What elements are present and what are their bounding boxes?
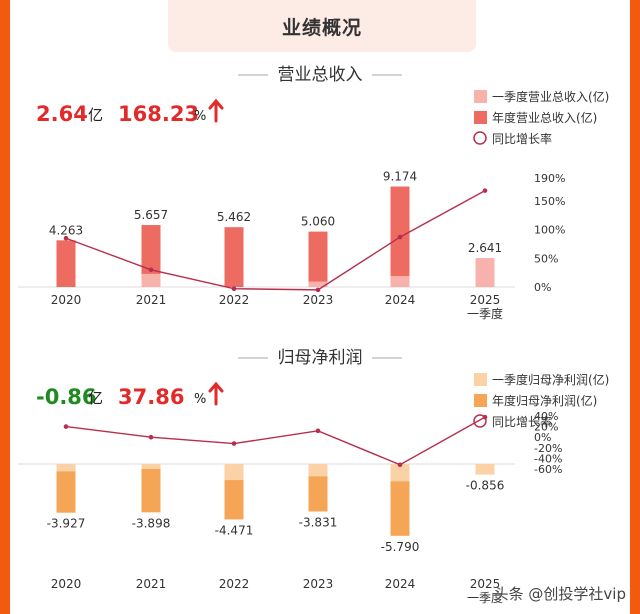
growth-point [482, 414, 488, 420]
data-label: -5.790 [381, 540, 420, 554]
right-axis-tick: 40% [534, 410, 558, 423]
bar-annual [390, 464, 410, 536]
category-label: 2023 [303, 577, 334, 591]
legend-swatch-q1 [474, 373, 487, 386]
category-label: 2022 [219, 293, 250, 307]
bar-q1 [224, 464, 244, 481]
bar-q1 [141, 273, 161, 287]
category-label: 2025 [470, 293, 501, 307]
chart-title: 归母净利润 [278, 348, 363, 368]
right-axis-tick: 150% [534, 195, 565, 208]
category-label: 2022 [219, 577, 250, 591]
growth-point [231, 441, 237, 446]
legend-label-q1: 一季度归母净利润(亿) [492, 372, 609, 387]
legend-marker-growth [473, 131, 487, 145]
bar-q1 [390, 464, 410, 482]
up-arrow-icon [208, 381, 224, 406]
category-label: 2024 [385, 293, 416, 307]
summary-value: -0.86 [36, 385, 97, 409]
right-axis-tick: 0% [534, 281, 551, 294]
bar-annual [141, 464, 161, 513]
right-axis-tick: 20% [534, 421, 558, 434]
category-label: 2020 [51, 577, 82, 591]
bar-annual [308, 231, 328, 287]
legend-label-year: 年度归母净利润(亿) [492, 393, 597, 408]
up-arrow-icon [208, 98, 224, 123]
summary-growth: 37.86 [118, 385, 184, 409]
bar-q1 [56, 464, 76, 472]
data-label: 5.462 [217, 210, 251, 224]
bar-annual [56, 464, 76, 513]
data-label: -3.927 [47, 517, 86, 531]
growth-line [65, 190, 486, 291]
growth-point [482, 188, 488, 193]
page-title: 业绩概况 [281, 17, 362, 39]
growth-point [63, 235, 69, 241]
watermark: 头条 @创投学社vip [493, 585, 626, 603]
data-label: 5.657 [134, 208, 168, 222]
bar-q1 [475, 258, 495, 287]
header-banner: 业绩概况 [168, 0, 476, 52]
bar-annual [224, 227, 244, 287]
bar-q1 [141, 464, 161, 469]
growth-point [397, 234, 403, 240]
growth-point [148, 434, 154, 440]
data-label: 2.641 [468, 241, 502, 255]
category-sublabel: 一季度 [467, 590, 503, 605]
growth-line [65, 416, 486, 466]
bar-q1 [475, 464, 495, 475]
summary-value: 2.64 [36, 102, 88, 126]
right-axis-tick: -60% [534, 463, 562, 476]
category-label: 2021 [136, 293, 167, 307]
growth-point [63, 424, 69, 429]
bar-q1 [308, 464, 328, 477]
data-label: -0.856 [466, 479, 505, 493]
right-axis-tick: 190% [534, 172, 565, 185]
category-label: 2025 [470, 577, 501, 591]
data-label: -4.471 [215, 523, 254, 537]
legend-swatch-q1 [474, 90, 487, 103]
legend-label-growth: 同比增长率 [492, 414, 552, 429]
data-label: -3.831 [299, 516, 338, 530]
data-label: 9.174 [383, 170, 417, 184]
right-axis-tick: 100% [534, 224, 565, 237]
bar-q1 [390, 276, 410, 287]
legend-label-year: 年度营业总收入(亿) [492, 110, 597, 125]
page-card [10, 0, 630, 614]
summary-growth: 168.23 [118, 102, 199, 126]
summary-growth-unit: % [194, 392, 206, 407]
growth-point [397, 462, 403, 468]
data-label: -3.898 [132, 516, 171, 530]
right-axis-tick: -40% [534, 452, 562, 465]
summary-unit: 亿 [88, 106, 103, 124]
legend-swatch-year [474, 111, 487, 124]
legend-label-growth: 同比增长率 [492, 131, 552, 146]
category-label: 2023 [303, 293, 334, 307]
category-label: 2021 [136, 577, 167, 591]
legend-swatch-year [474, 394, 487, 407]
growth-point [315, 287, 321, 293]
bar-annual [56, 240, 76, 287]
bar-q1 [308, 281, 328, 287]
data-label: 4.263 [49, 223, 83, 237]
right-axis-tick: 0% [534, 431, 551, 444]
category-sublabel: 一季度 [467, 306, 503, 321]
category-label: 2020 [51, 293, 82, 307]
growth-point [315, 428, 321, 434]
data-label: 5.060 [301, 215, 335, 229]
summary-growth-unit: % [194, 109, 206, 124]
growth-point [148, 267, 154, 273]
legend-label-q1: 一季度营业总收入(亿) [492, 89, 609, 104]
category-label: 2024 [385, 577, 416, 591]
chart-title: 营业总收入 [278, 65, 363, 85]
right-axis-tick: 50% [534, 252, 558, 265]
summary-unit: 亿 [88, 389, 103, 407]
right-axis-tick: -20% [534, 442, 562, 455]
growth-point [231, 286, 237, 292]
